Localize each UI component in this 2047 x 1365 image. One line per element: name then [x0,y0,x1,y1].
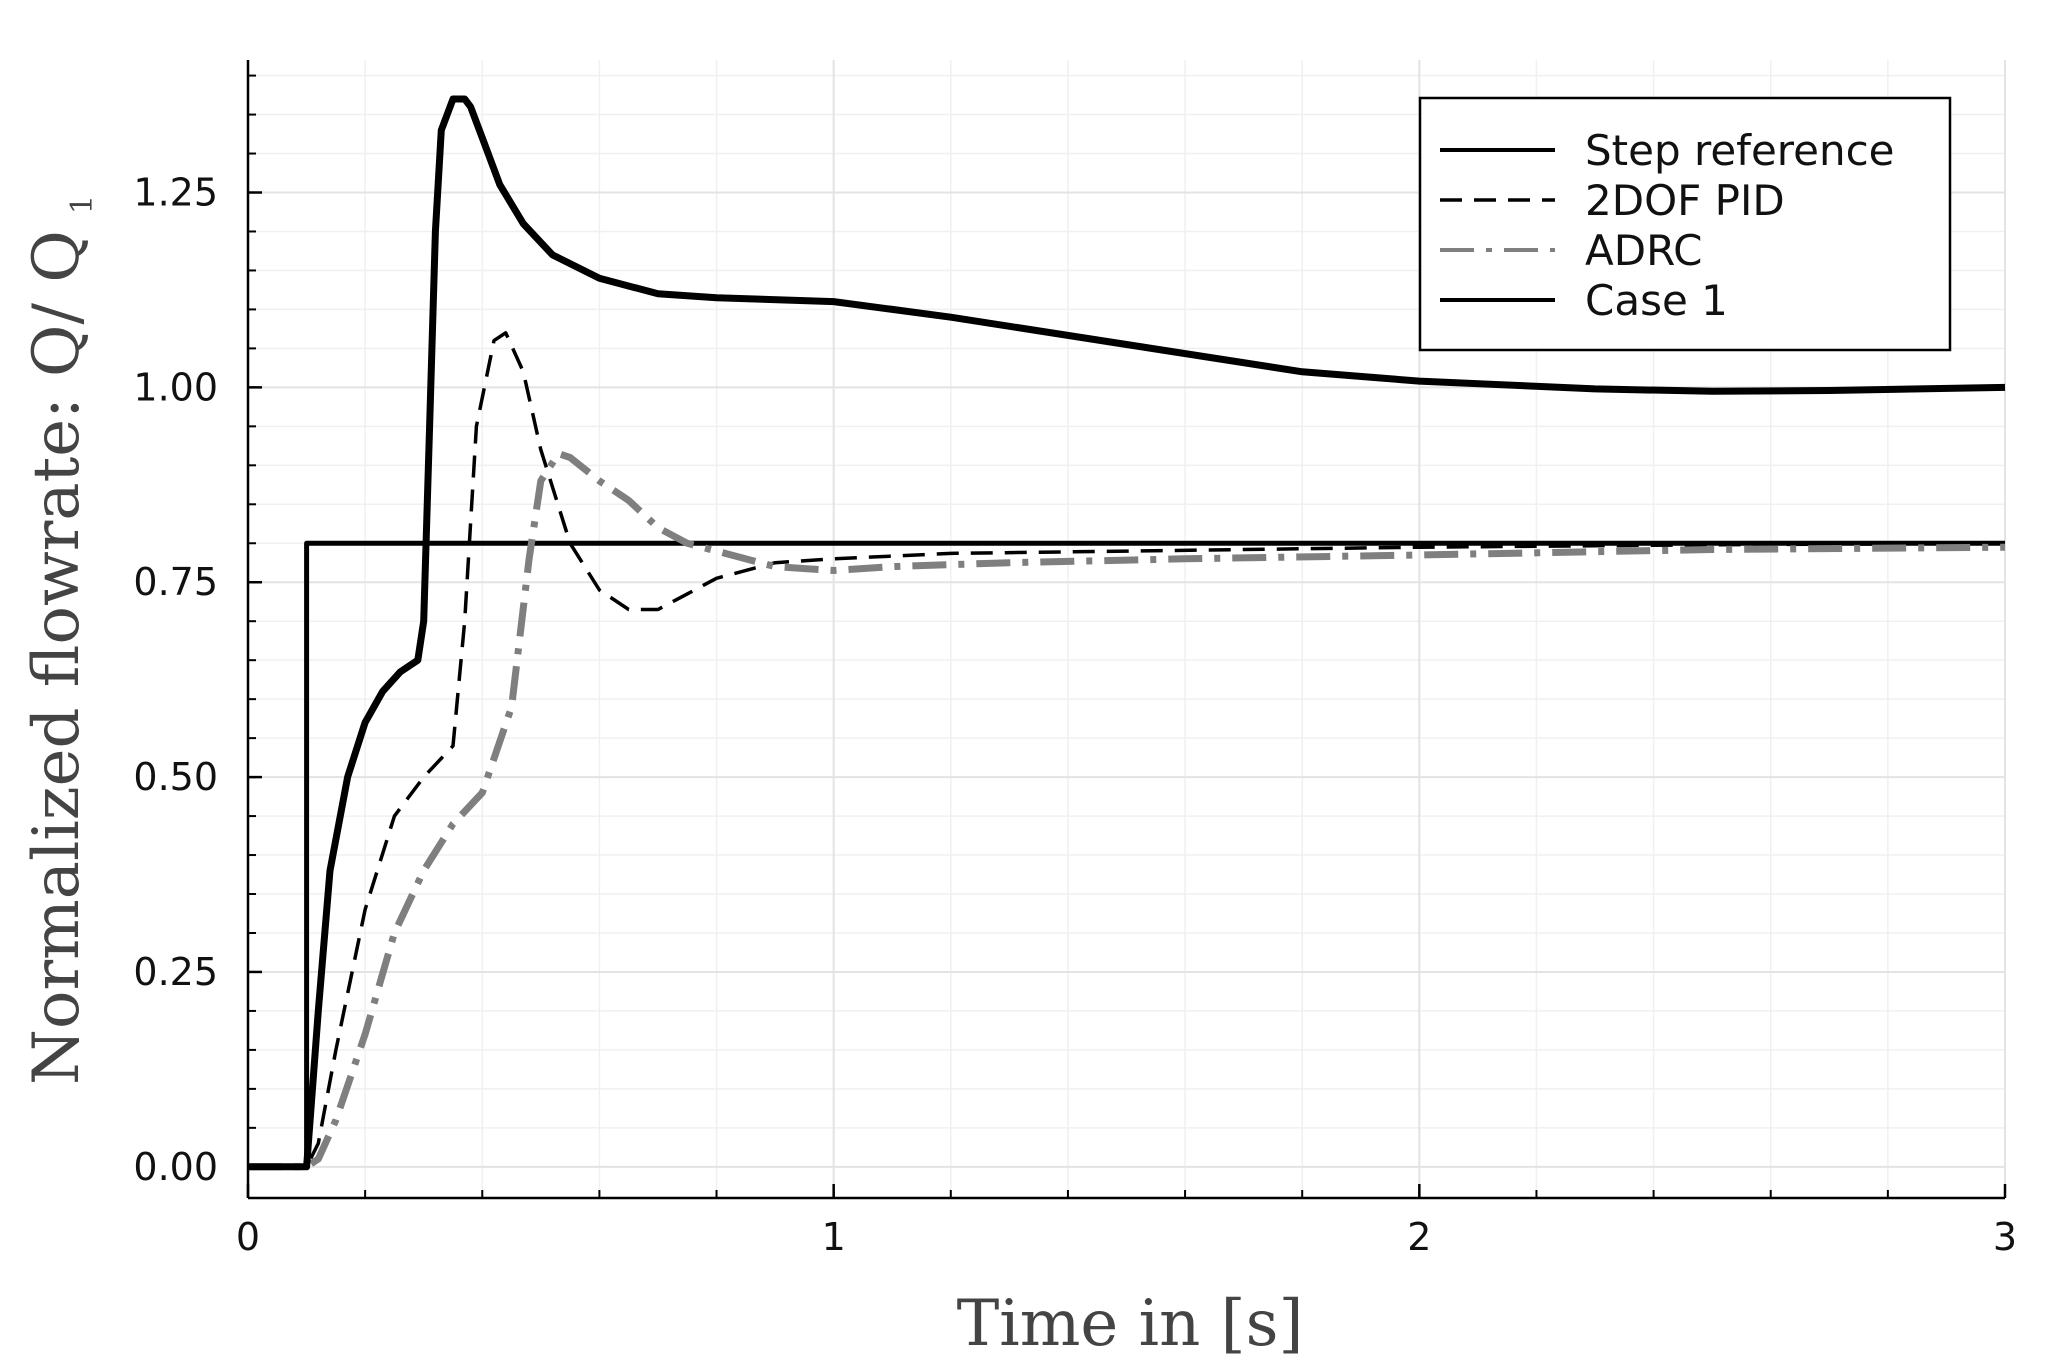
tick-labels: 0 1 2 3 0.00 0.25 0.50 0.75 1.00 1.25 [133,171,2017,1259]
series-line-case-1 [248,95,2006,1171]
series-group [248,95,2006,1171]
axes [246,60,2007,1200]
y-axis-title: Normalized flowrate: Q/ Q 1 [20,195,100,1085]
series-line-adrc [248,450,2006,1171]
legend-label: Step reference [1585,126,1895,175]
y-tick-label: 0.50 [133,755,218,799]
series-line-2dof-pid [248,331,2006,1169]
x-tick-label: 3 [1993,1215,2017,1259]
x-axis-title: Time in [s] [957,1287,1304,1361]
y-axis-title-sep: / Q [20,230,94,324]
y-tick-label: 0.00 [133,1145,218,1189]
legend-label: ADRC [1585,226,1703,275]
y-tick-label: 1.00 [133,365,218,409]
svg-text:Normalized flowrate: Q/ Q1: Normalized flowrate: Q/ Q 1 [20,195,100,1085]
x-tick-label: 2 [1407,1215,1431,1259]
x-tick-label: 0 [236,1215,260,1259]
y-tick-label: 1.25 [133,171,218,215]
y-axis-title-subscript: 1 [65,195,100,214]
legend-label: Case 1 [1585,276,1728,325]
y-tick-label: 0.25 [133,950,218,994]
legend-label: 2DOF PID [1585,176,1785,225]
legend-box [1418,96,1952,352]
y-axis-title-main: Normalized flowrate: Q [20,324,94,1085]
x-tick-label: 1 [822,1215,846,1259]
y-tick-label: 0.75 [133,560,218,604]
